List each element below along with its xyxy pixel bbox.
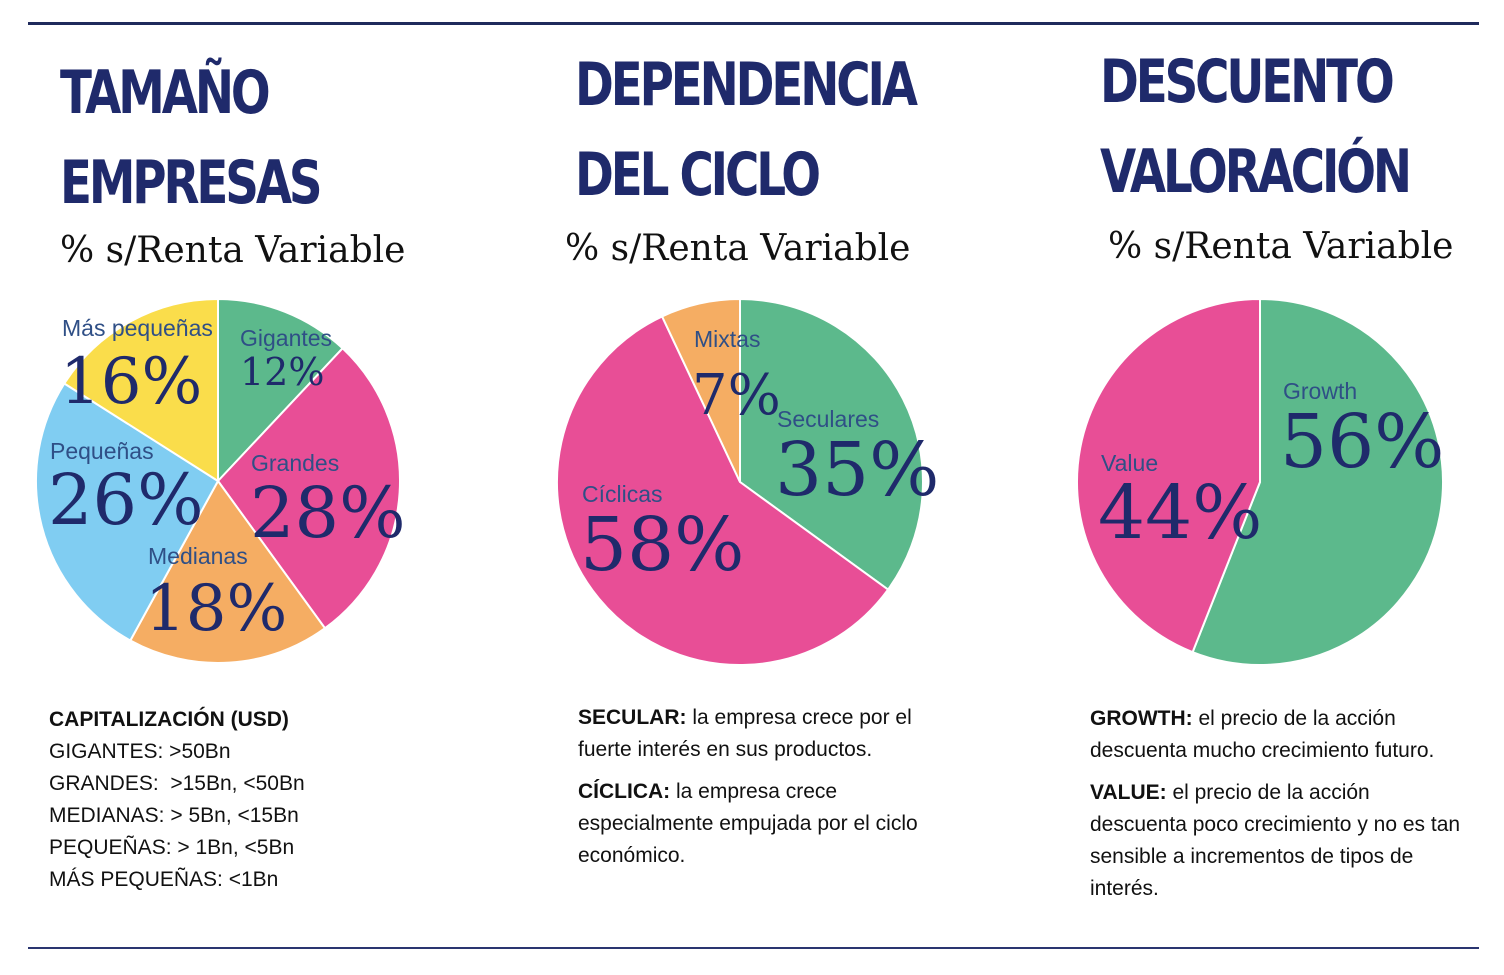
label-growth: Growth <box>1283 378 1357 404</box>
pct-mixtas: 7% <box>692 363 781 428</box>
growth-label: GROWTH: <box>1090 707 1193 730</box>
pie-slice-cíclicas <box>556 315 890 666</box>
pie-slice-gigantes <box>217 297 345 484</box>
panel-3-title-line1: DESCUENTO <box>1100 47 1395 117</box>
panel-2-title: DEPENDENCIA DEL CICLO <box>575 40 918 220</box>
pct-growth: 56% <box>1280 399 1444 485</box>
ciclica-text: la empresa crece especialmente empujada … <box>578 780 918 867</box>
ciclica-label: CÍCLICA: <box>578 780 671 803</box>
pie-slice-growth <box>1191 297 1444 666</box>
panel-2-subtitle: % s/Renta Variable <box>565 228 911 269</box>
cap-line-mas-pequenas: MÁS PEQUEÑAS: <1Bn <box>49 868 279 891</box>
pct-pequenas: 26% <box>48 459 204 541</box>
panel-3-subtitle: % s/Renta Variable <box>1108 226 1454 267</box>
pie-slice-mixtas <box>660 297 741 483</box>
pct-medianas: 18% <box>145 572 287 646</box>
panel-2-title-line2: DEL CICLO <box>575 140 821 210</box>
pct-ciclicas: 58% <box>580 502 744 588</box>
pct-mas-pequenas: 16% <box>60 345 202 419</box>
notes-capitalization: CAPITALIZACIÓN (USD) GIGANTES: >50Bn GRA… <box>49 704 489 896</box>
label-gigantes: Gigantes <box>240 325 332 351</box>
capitalization-heading: CAPITALIZACIÓN (USD) <box>49 708 289 731</box>
panel-1-title-line2: EMPRESAS <box>60 148 323 218</box>
pie-slice-medianas <box>128 479 327 664</box>
cap-line-gigantes: GIGANTES: >50Bn <box>49 740 231 763</box>
secular-label: SECULAR: <box>578 706 687 729</box>
label-medianas: Medianas <box>148 543 248 569</box>
panel-3-title: DESCUENTO VALORACIÓN <box>1100 37 1412 217</box>
label-mixtas: Mixtas <box>694 326 760 352</box>
cap-line-medianas: MEDIANAS: > 5Bn, <15Bn <box>49 804 299 827</box>
pie-chart-cycle <box>556 297 924 666</box>
pie-slice-seculares <box>739 297 924 591</box>
panel-1-title-line1: TAMAÑO <box>60 58 271 128</box>
label-value: Value <box>1101 450 1158 476</box>
label-seculares: Seculares <box>777 406 879 432</box>
notes-valuation: GROWTH: el precio de la acción descuenta… <box>1090 703 1465 905</box>
cap-line-pequenas: PEQUEÑAS: > 1Bn, <5Bn <box>49 836 295 859</box>
label-ciclicas: Cíclicas <box>582 481 663 507</box>
pct-grandes: 28% <box>250 472 406 554</box>
pie-slice-value <box>1076 297 1261 654</box>
panel-2-title-line1: DEPENDENCIA <box>575 50 918 120</box>
panel-1-subtitle: % s/Renta Variable <box>60 230 406 271</box>
panel-1-title: TAMAÑO EMPRESAS <box>60 48 323 228</box>
pie-slice-pequeñas <box>35 382 220 642</box>
pie-slice-grandes <box>216 346 401 630</box>
pie-chart-valuation <box>1076 297 1444 666</box>
value-text: el precio de la acción descuenta poco cr… <box>1090 781 1461 900</box>
notes-cycle: SECULAR: la empresa crece por el fuerte … <box>578 702 968 872</box>
label-grandes: Grandes <box>251 450 339 476</box>
growth-text: el precio de la acción descuenta mucho c… <box>1090 707 1435 762</box>
pie-chart-size <box>35 297 401 664</box>
pct-gigantes: 12% <box>240 350 324 394</box>
bottom-rule <box>28 947 1479 949</box>
pct-seculares: 35% <box>775 427 939 513</box>
label-pequenas: Pequeñas <box>50 438 154 464</box>
cap-line-grandes: GRANDES: >15Bn, <50Bn <box>49 772 305 795</box>
pct-value: 44% <box>1098 470 1262 556</box>
pie-slice-más-pequeñas <box>62 297 219 483</box>
value-label: VALUE: <box>1090 781 1167 804</box>
secular-text: la empresa crece por el fuerte interés e… <box>578 706 912 761</box>
panel-3-title-line2: VALORACIÓN <box>1100 137 1412 207</box>
label-mas-pequenas: Más pequeñas <box>62 315 213 341</box>
top-rule <box>28 22 1479 25</box>
